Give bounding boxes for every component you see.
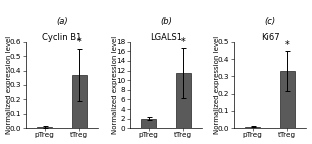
Title: Cyclin B1: Cyclin B1 xyxy=(42,33,82,42)
Bar xyxy=(176,73,191,128)
Bar xyxy=(71,75,87,128)
Y-axis label: Normalized expression level: Normalized expression level xyxy=(112,36,118,134)
Bar xyxy=(141,119,157,128)
Y-axis label: Normalized expression level: Normalized expression level xyxy=(213,36,220,134)
Bar xyxy=(245,127,261,128)
Bar xyxy=(280,71,295,128)
Text: *: * xyxy=(181,37,186,48)
Text: (c): (c) xyxy=(265,17,275,26)
Text: (a): (a) xyxy=(56,17,68,26)
Text: *: * xyxy=(77,37,82,48)
Title: Ki67: Ki67 xyxy=(261,33,279,42)
Y-axis label: Normalized expression level: Normalized expression level xyxy=(6,36,12,134)
Text: (b): (b) xyxy=(160,17,172,26)
Bar xyxy=(37,127,52,128)
Title: LGALS1: LGALS1 xyxy=(150,33,182,42)
Text: *: * xyxy=(285,39,290,50)
